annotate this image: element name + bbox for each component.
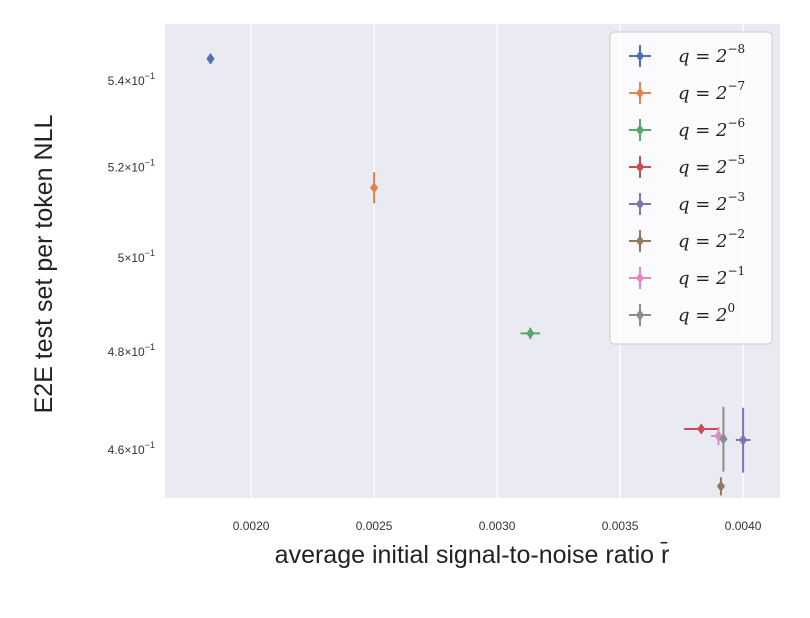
data-point [735,407,751,473]
point-marker [526,327,535,339]
legend-label: q = 20 [678,301,735,326]
point-marker [369,182,379,194]
legend-item: q = 2−3 [629,190,745,215]
legend-marker [635,309,645,321]
y-tick-labels: 4.6×10−1 4.8×10−1 5×10−1 5.2×10−1 5.4×10−1 [108,71,155,457]
legend-label: q = 2−8 [678,42,745,67]
y-tick-label: 5.4×10−1 [108,71,155,88]
legend-frame [609,31,773,345]
legend-label: q = 2−5 [678,153,745,178]
y-tick-label: 5.2×10−1 [108,158,155,175]
legend-marker [635,235,645,247]
legend: q = 2−8 q = 2−7 q = 2−6 q = 2−5 q = 2−3 q = 2… [609,31,773,345]
legend-item: q = 20 [629,301,735,326]
legend-label: q = 2−6 [678,116,745,141]
legend-marker [635,87,645,99]
y-tick-label: 4.8×10−1 [108,342,155,359]
x-tick-label: 0.0030 [479,519,516,533]
x-tick-labels: 0.0020 0.0025 0.0030 0.0035 0.0040 [233,519,762,533]
y-axis-label: E2E test set per token NLL [30,115,58,414]
legend-item: q = 2−7 [629,79,745,104]
x-axis-label: average initial signal-to-noise ratio r̄ [275,541,670,569]
legend-label: q = 2−2 [678,227,745,252]
point-marker [738,434,748,446]
legend-marker [635,50,645,62]
legend-marker [635,198,645,210]
data-point [719,406,728,472]
x-tick-label: 0.0020 [233,519,270,533]
data-point [520,327,541,340]
x-tick-label: 0.0035 [602,519,639,533]
data-point [684,423,719,435]
data-point [716,477,726,496]
legend-marker [635,161,645,173]
data-points [206,53,751,496]
y-tick-label: 4.6×10−1 [108,440,155,457]
legend-item: q = 2−1 [629,264,745,289]
legend-label: q = 2−7 [678,79,745,104]
legend-label: q = 2−1 [678,264,745,289]
point-marker [719,433,728,445]
point-marker [697,423,706,435]
legend-item: q = 2−2 [629,227,745,252]
legend-item: q = 2−5 [629,153,745,178]
data-point [369,172,379,204]
point-marker [716,480,726,492]
legend-marker [635,124,645,136]
legend-marker [635,272,645,284]
x-tick-label: 0.0040 [725,519,762,533]
legend-item: q = 2−6 [629,116,745,141]
data-point [206,53,215,65]
point-marker [206,53,215,65]
y-tick-label: 5×10−1 [118,248,155,265]
legend-label: q = 2−3 [678,190,745,215]
x-tick-label: 0.0025 [356,519,393,533]
legend-item: q = 2−8 [629,42,745,67]
